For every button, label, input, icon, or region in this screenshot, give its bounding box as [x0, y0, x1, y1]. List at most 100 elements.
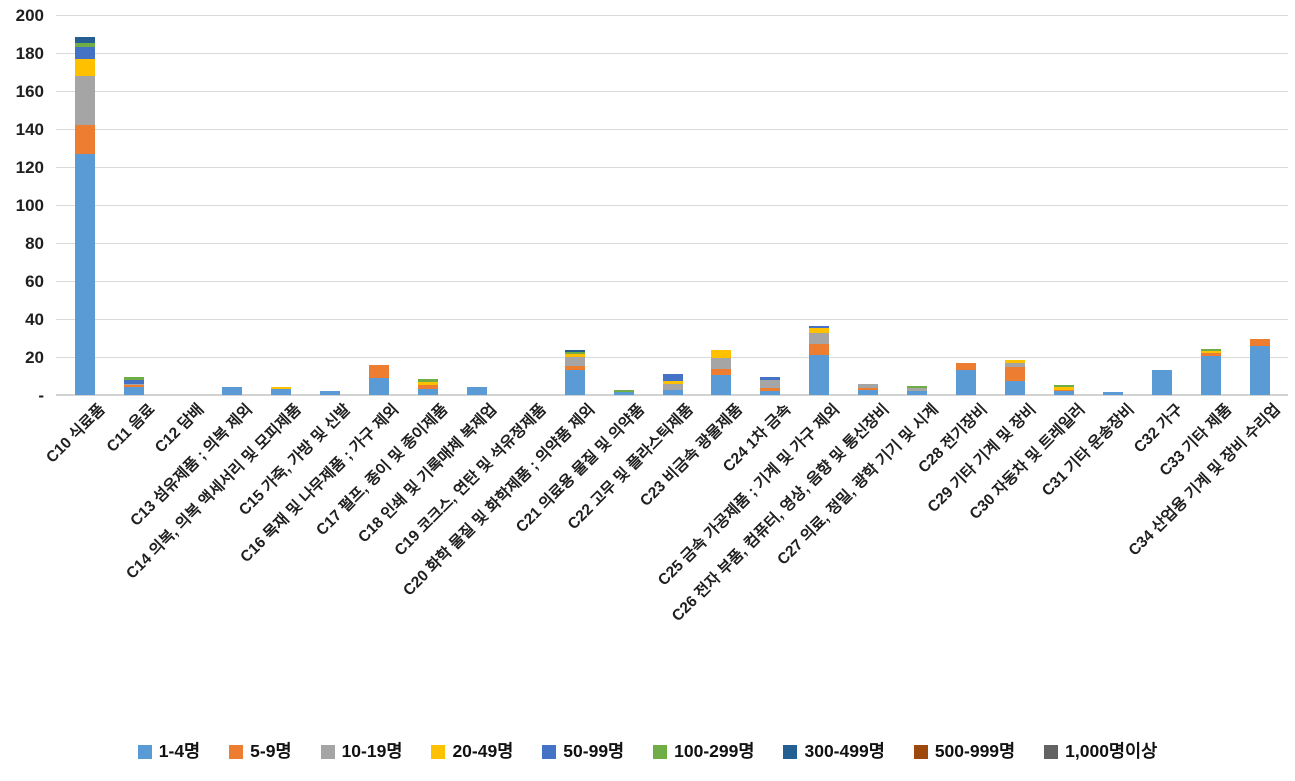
bar-segment-1-4명 — [368, 377, 389, 395]
gridline-100 — [56, 205, 1288, 206]
gridline-200 — [56, 15, 1288, 16]
x-tick-label-C31: C31 기타 운송장비 — [1038, 401, 1138, 500]
bar-segment-1-4명 — [1201, 356, 1222, 395]
bar-C17 — [417, 378, 438, 395]
bar-segment-100-299명 — [75, 42, 95, 48]
legend-item-500-999명: 500-999명 — [913, 741, 1016, 761]
legend-swatch — [913, 744, 928, 759]
bar-segment-5-9명 — [1005, 367, 1026, 381]
legend-swatch — [783, 744, 798, 759]
legend-label: 5-9명 — [250, 741, 292, 761]
bar-segment-10-19명 — [809, 333, 830, 344]
bar-segment-10-19명 — [1005, 362, 1026, 368]
legend-label: 50-99명 — [563, 741, 625, 761]
legend-item-10-19명: 10-19명 — [320, 741, 403, 761]
bar-segment-20-49명 — [1201, 351, 1222, 354]
legend-swatch — [653, 744, 668, 759]
bar-segment-5-9명 — [1054, 390, 1075, 392]
bar-segment-20-49명 — [564, 354, 585, 357]
bar-segment-1-4명 — [1250, 345, 1271, 395]
bar-segment-20-49명 — [1054, 387, 1075, 391]
y-tick-label: 60 — [25, 272, 44, 291]
bar-C15 — [319, 391, 340, 395]
bar-C27 — [907, 385, 928, 396]
x-tick-label-C25: C25 금속 가공제품 ; 기계 및 가구 제외 — [655, 401, 844, 590]
bar-segment-1-4명 — [858, 390, 879, 395]
gridline-80 — [56, 243, 1288, 244]
y-tick-label: 20 — [25, 348, 44, 367]
bar-segment-1-4명 — [1005, 380, 1026, 395]
bar-C23 — [711, 350, 732, 395]
x-tick-label-C14: C14 의복, 의복 액세서리 및 모피제품 — [123, 401, 305, 583]
bar-C26 — [858, 383, 879, 395]
bar-segment-1-4명 — [711, 375, 732, 395]
bar-segment-1-4명 — [1103, 392, 1124, 395]
bar-segment-10-19명 — [760, 379, 781, 389]
legend-swatch — [229, 744, 244, 759]
bar-segment-5-9명 — [564, 365, 585, 371]
legend-swatch — [320, 744, 335, 759]
legend-label: 1-4명 — [158, 741, 201, 761]
bar-segment-1-4명 — [270, 389, 291, 395]
bar-segment-1-4명 — [417, 389, 438, 395]
legend-label: 100-299명 — [674, 741, 755, 761]
y-tick-label: 80 — [25, 234, 44, 253]
bar-segment-1-4명 — [564, 370, 585, 395]
gridline-120 — [56, 167, 1288, 168]
gridline-60 — [56, 281, 1288, 282]
bar-segment-10-19명 — [711, 357, 732, 370]
bar-segment-50-99명 — [75, 47, 95, 59]
bar-segment-100-299명 — [613, 390, 634, 393]
bar-C14 — [270, 387, 291, 395]
bar-C30 — [1054, 384, 1075, 395]
bar-segment-5-9명 — [1201, 353, 1222, 357]
bar-segment-10-19명 — [858, 383, 879, 389]
legend: 1-4명 5-9명 10-19명 20-49명 50-99명 100-299명 300-49… — [0, 741, 1295, 761]
bar-segment-20-49명 — [270, 387, 291, 390]
bar-C20 — [564, 350, 585, 395]
y-tick-label: 100 — [15, 196, 44, 215]
bar-segment-1-4명 — [956, 370, 977, 395]
legend-label: 500-999명 — [934, 741, 1016, 761]
bar-segment-5-9명 — [1250, 338, 1271, 346]
bar-segment-10-19명 — [662, 383, 683, 391]
legend-item-300-499명: 300-499명 — [783, 742, 885, 761]
x-axis-line — [56, 394, 1288, 396]
bar-segment-1-4명 — [466, 387, 487, 395]
bar-segment-20-49명 — [809, 328, 830, 334]
legend-label: 1,000명이상 — [1065, 741, 1158, 761]
gridline-40 — [56, 319, 1288, 320]
bar-C11 — [123, 376, 144, 395]
bar-segment-100-299명 — [1054, 384, 1075, 388]
bar-segment-100-299명 — [907, 385, 928, 389]
bar-segment-20-49명 — [711, 350, 732, 358]
legend-item-20-49명: 20-49명 — [431, 741, 514, 761]
bar-C24 — [760, 376, 781, 395]
bar-segment-1-4명 — [1054, 391, 1075, 395]
bar-segment-100-299명 — [564, 352, 585, 355]
bar-segment-5-9명 — [368, 364, 389, 378]
y-tick-label: 200 — [15, 6, 44, 25]
bar-C31 — [1103, 392, 1124, 395]
bar-segment-5-9명 — [858, 388, 879, 391]
bar-segment-1-4명 — [809, 355, 830, 395]
y-tick-label: 180 — [15, 44, 44, 63]
legend-label: 20-49명 — [452, 741, 514, 761]
bar-C10 — [75, 36, 95, 395]
bar-segment-50-99명 — [123, 379, 144, 384]
bar-segment-1-4명 — [221, 387, 242, 395]
bar-segment-50-99명 — [760, 376, 781, 380]
bar-segment-10-19명 — [907, 388, 928, 392]
gridline-180 — [56, 53, 1288, 54]
y-tick-label: 120 — [15, 158, 44, 177]
bar-C34 — [1250, 338, 1271, 395]
legend-label: 10-19명 — [341, 741, 403, 761]
y-tick-label: 140 — [15, 120, 44, 139]
bar-C22 — [662, 374, 683, 395]
bar-segment-5-9명 — [123, 384, 144, 388]
bar-segment-5-9명 — [956, 362, 977, 371]
bar-segment-20-49명 — [75, 58, 95, 76]
bar-segment-10-19명 — [123, 383, 144, 385]
bar-segment-1-4명 — [123, 387, 144, 395]
bar-segment-100-299명 — [1201, 349, 1222, 352]
